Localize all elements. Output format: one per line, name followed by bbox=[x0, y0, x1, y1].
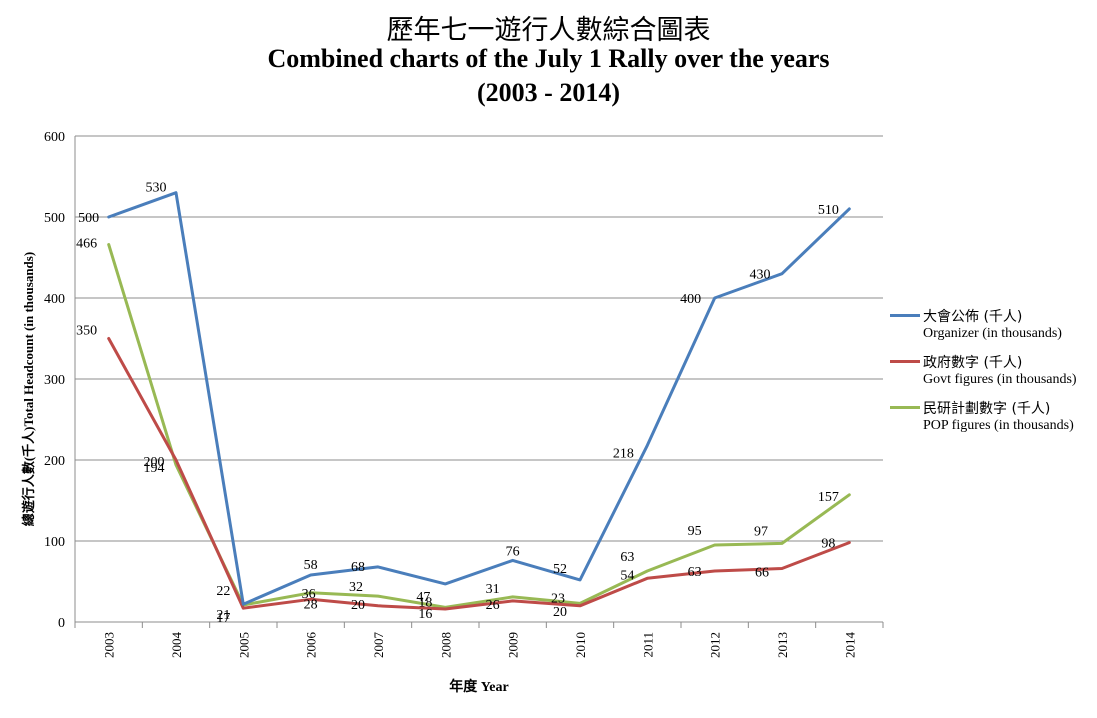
legend-item-organizer: 大會公佈 (千人) Organizer (in thousands) bbox=[890, 306, 1095, 352]
data-label: 52 bbox=[553, 562, 567, 577]
data-label: 20 bbox=[553, 605, 567, 620]
x-tick-label: 2010 bbox=[573, 632, 588, 658]
y-tick-label: 400 bbox=[44, 292, 65, 307]
data-label: 28 bbox=[304, 597, 318, 612]
data-label: 22 bbox=[216, 584, 230, 599]
data-label: 54 bbox=[620, 568, 634, 583]
x-tick-label: 2007 bbox=[371, 632, 386, 659]
x-tick-label: 2006 bbox=[304, 632, 319, 659]
legend-label-zh: 民研計劃數字 (千人) bbox=[923, 401, 1051, 417]
x-tick-label: 2012 bbox=[708, 632, 723, 658]
x-axis-title: 年度 Year bbox=[449, 678, 509, 695]
data-label: 68 bbox=[351, 560, 365, 575]
legend-label-en: Govt figures (in thousands) bbox=[923, 372, 1077, 387]
data-label: 32 bbox=[349, 580, 363, 595]
chart-title-english: Combined charts of the July 1 Rally over… bbox=[267, 44, 830, 73]
legend-item-govt: 政府數字 (千人) Govt figures (in thousands) bbox=[890, 352, 1095, 398]
data-label: 350 bbox=[76, 324, 97, 339]
x-tick-label: 2013 bbox=[775, 632, 790, 658]
y-tick-label: 300 bbox=[44, 373, 65, 388]
legend-label-en: Organizer (in thousands) bbox=[923, 326, 1062, 341]
legend-swatch-pop bbox=[890, 406, 920, 409]
data-label: 63 bbox=[620, 550, 634, 565]
data-label: 157 bbox=[818, 490, 839, 505]
x-tick-label: 2008 bbox=[438, 632, 453, 658]
data-label: 510 bbox=[818, 203, 839, 218]
data-label: 66 bbox=[755, 566, 769, 581]
x-tick-label: 2009 bbox=[506, 632, 521, 658]
x-tick-label: 2005 bbox=[236, 632, 251, 658]
data-label: 200 bbox=[144, 455, 165, 470]
chart-title-year-range: (2003 - 2014) bbox=[477, 78, 620, 107]
data-label: 23 bbox=[551, 591, 565, 606]
data-label: 36 bbox=[302, 587, 316, 602]
legend-label-zh: 大會公佈 (千人) bbox=[923, 309, 1023, 325]
series-line-1 bbox=[107, 337, 851, 611]
x-tick-label: 2004 bbox=[169, 632, 184, 659]
data-label: 20 bbox=[351, 598, 365, 613]
data-label: 400 bbox=[680, 292, 701, 307]
x-tick-label: 2003 bbox=[102, 632, 117, 658]
legend-item-pop: 民研計劃數字 (千人) POP figures (in thousands) bbox=[890, 398, 1095, 444]
legend-label-en: POP figures (in thousands) bbox=[923, 418, 1074, 433]
legend: 大會公佈 (千人) Organizer (in thousands) 政府數字 … bbox=[890, 306, 1095, 444]
x-tick-label: 2011 bbox=[640, 632, 655, 658]
series-line-0 bbox=[107, 191, 851, 606]
y-tick-label: 600 bbox=[44, 130, 65, 145]
data-label: 97 bbox=[754, 524, 768, 539]
x-tick-label: 2014 bbox=[842, 632, 857, 659]
data-label: 194 bbox=[144, 461, 165, 476]
y-axis-title: 總遊行人數(千人)Total Headcount (in thousands) bbox=[21, 252, 36, 526]
y-tick-label: 500 bbox=[44, 211, 65, 226]
data-label: 16 bbox=[418, 607, 432, 622]
data-label: 47 bbox=[416, 590, 430, 605]
data-label: 95 bbox=[688, 524, 702, 539]
data-label: 430 bbox=[750, 268, 771, 283]
legend-swatch-organizer bbox=[890, 314, 920, 317]
data-label: 500 bbox=[78, 211, 99, 226]
data-label: 76 bbox=[506, 544, 520, 559]
data-label: 31 bbox=[486, 582, 500, 597]
legend-label-zh: 政府數字 (千人) bbox=[923, 355, 1023, 371]
y-tick-label: 0 bbox=[58, 616, 65, 631]
data-label: 21 bbox=[216, 608, 230, 623]
data-label: 530 bbox=[146, 181, 167, 196]
y-tick-label: 200 bbox=[44, 454, 65, 469]
data-label: 18 bbox=[418, 595, 432, 610]
data-label: 466 bbox=[76, 237, 97, 252]
data-label: 58 bbox=[304, 558, 318, 573]
data-label: 98 bbox=[821, 537, 835, 552]
y-tick-label: 100 bbox=[44, 535, 65, 550]
data-label: 26 bbox=[486, 598, 500, 613]
data-label: 63 bbox=[688, 565, 702, 580]
data-label: 218 bbox=[613, 446, 634, 461]
chart-title-chinese: 歷年七一遊行人數綜合圖表 bbox=[386, 15, 711, 46]
data-label: 17 bbox=[216, 611, 230, 626]
legend-swatch-govt bbox=[890, 360, 920, 363]
